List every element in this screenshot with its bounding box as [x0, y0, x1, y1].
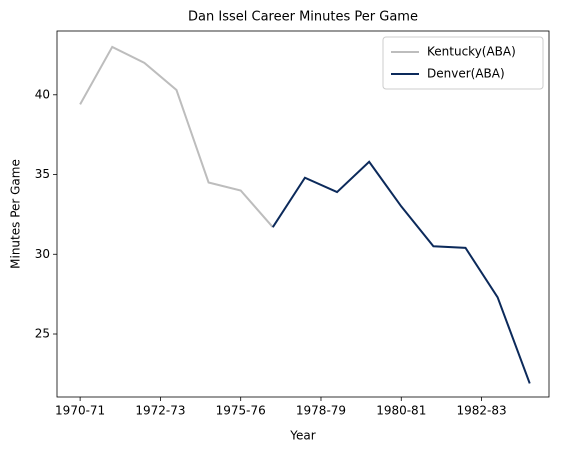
x-tick-label: 1980-81: [376, 404, 426, 418]
legend-label: Kentucky(ABA): [427, 45, 516, 59]
chart-title: Dan Issel Career Minutes Per Game: [188, 10, 418, 25]
x-tick-label: 1972-73: [135, 404, 185, 418]
legend-box: [382, 36, 544, 90]
x-axis-label: Year: [289, 429, 315, 443]
plot-frame: [56, 30, 550, 398]
legend-label: Denver(ABA): [427, 67, 505, 81]
x-tick-label: 1982-83: [456, 404, 506, 418]
line-series: [271, 160, 531, 384]
y-tick-label: 30: [35, 247, 50, 261]
y-tick-label: 40: [35, 87, 50, 101]
y-tick-label: 25: [35, 327, 50, 341]
x-tick-label: 1970-71: [55, 404, 105, 418]
y-axis-label: Minutes Per Game: [9, 159, 23, 269]
line-series: [79, 45, 274, 228]
y-tick-label: 35: [35, 167, 50, 181]
x-tick-label: 1978-79: [296, 404, 346, 418]
x-tick-label: 1975-76: [216, 404, 266, 418]
